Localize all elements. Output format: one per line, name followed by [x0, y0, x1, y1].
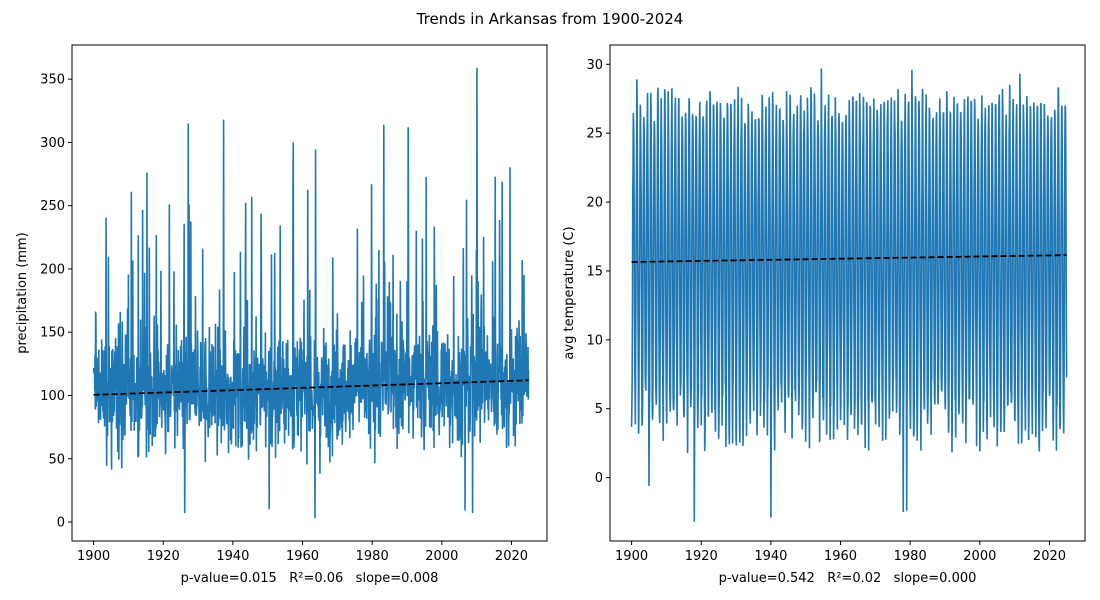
- y-tick-label: 300: [40, 136, 65, 151]
- temperature-y-ticks: 0 5 10 15 20 25 30: [586, 58, 610, 486]
- x-tick-label: 1900: [77, 549, 110, 564]
- x-tick-label: 1940: [216, 549, 249, 564]
- temperature-trend-line: [631, 254, 1067, 263]
- x-tick-label: 1980: [356, 549, 389, 564]
- precipitation-y-ticks: 0 50 100 150 200 250 300 350: [40, 73, 72, 531]
- y-tick-label: 100: [40, 389, 65, 404]
- x-tick-label: 1940: [754, 549, 787, 564]
- precipitation-x-axis-label: p-value=0.015 R²=0.06 slope=0.008: [181, 571, 439, 586]
- temperature-y-axis-label: avg temperature (C): [562, 226, 577, 359]
- temperature-x-axis-label: p-value=0.542 R²=0.02 slope=0.000: [719, 571, 977, 586]
- x-tick-label: 1960: [824, 549, 857, 564]
- y-tick-label: 0: [57, 516, 65, 531]
- y-tick-label: 30: [586, 58, 603, 73]
- precipitation-series-line: [92, 67, 530, 519]
- x-tick-label: 1900: [615, 549, 648, 564]
- precipitation-x-ticks: 1900 1920 1940 1960 1980 2000 2020: [77, 541, 528, 564]
- y-tick-label: 50: [48, 452, 65, 467]
- y-tick-label: 0: [595, 471, 603, 486]
- y-tick-label: 350: [40, 73, 65, 88]
- x-tick-label: 2000: [963, 549, 996, 564]
- temperature-plot-area: [630, 68, 1068, 522]
- y-tick-label: 200: [40, 262, 65, 277]
- figure-title: Trends in Arkansas from 1900-2024: [416, 10, 684, 28]
- x-tick-label: 1920: [147, 549, 180, 564]
- precipitation-chart: 1900 1920 1940 1960 1980 2000 2020 0 50 100 150 20…: [15, 44, 548, 586]
- y-tick-label: 20: [586, 196, 603, 211]
- x-tick-label: 1960: [286, 549, 319, 564]
- temperature-axes-frame: [609, 44, 1086, 542]
- precipitation-plot-area: [92, 67, 530, 519]
- temperature-series-line: [630, 68, 1068, 522]
- y-tick-label: 250: [40, 199, 65, 214]
- x-tick-label: 2020: [1033, 549, 1066, 564]
- y-tick-label: 150: [40, 326, 65, 341]
- x-tick-label: 1980: [894, 549, 927, 564]
- y-tick-label: 5: [595, 402, 603, 417]
- y-tick-label: 15: [586, 264, 603, 279]
- x-tick-label: 2000: [425, 549, 458, 564]
- y-tick-label: 10: [586, 333, 603, 348]
- temperature-chart: 1900 1920 1940 1960 1980 2000 2020 0 5 10 15 20 25 3…: [562, 44, 1086, 586]
- precipitation-axes-frame: [71, 44, 548, 542]
- precipitation-y-axis-label: precipitation (mm): [15, 232, 30, 354]
- y-tick-label: 25: [586, 127, 603, 142]
- temperature-x-ticks: 1900 1920 1940 1960 1980 2000 2020: [615, 541, 1066, 564]
- precipitation-trend-line: [93, 379, 529, 396]
- x-tick-label: 1920: [685, 549, 718, 564]
- x-tick-label: 2020: [495, 549, 528, 564]
